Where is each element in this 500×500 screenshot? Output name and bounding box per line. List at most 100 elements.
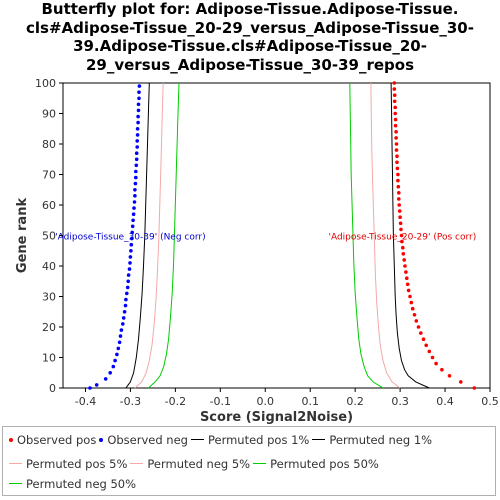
- series-line-perm_pos_1: [390, 82, 430, 389]
- data-point-obs_pos: [396, 172, 400, 177]
- legend-label: Permuted neg 5%: [147, 457, 251, 471]
- data-point-obs_pos: [398, 215, 402, 219]
- data-point-obs_pos: [393, 123, 398, 128]
- legend-symbol: [130, 463, 144, 464]
- series-line-perm_neg_1: [125, 82, 150, 389]
- data-point-obs_pos: [394, 148, 399, 152]
- legend-item-obs_neg: Observed neg: [99, 433, 188, 447]
- x-tick-label: 0.4: [436, 395, 454, 408]
- series-line-perm_pos_5: [370, 82, 401, 389]
- series-line-perm_pos_50: [349, 82, 384, 389]
- data-point-obs_neg: [126, 273, 131, 277]
- legend-label: Observed neg: [107, 433, 188, 447]
- legend-symbol: [253, 463, 267, 464]
- legend-row: Observed pos Observed neg Permuted pos 1% P…: [9, 433, 435, 447]
- data-point-obs_neg: [115, 352, 119, 357]
- legend: Observed pos Observed neg Permuted pos 1% P…: [2, 426, 496, 496]
- y-tick-label: 80: [42, 138, 56, 151]
- data-point-obs_neg: [121, 316, 126, 320]
- x-tick-label: 0.0: [257, 395, 275, 408]
- data-point-obs_pos: [416, 325, 421, 329]
- data-point-obs_neg: [116, 346, 121, 351]
- data-point-obs_pos: [424, 343, 429, 348]
- legend-item-perm_pos_50: Permuted pos 50%: [253, 457, 379, 471]
- data-point-obs_neg: [133, 194, 137, 198]
- data-point-obs_neg: [135, 127, 140, 131]
- data-point-obs_pos: [401, 245, 405, 250]
- data-point-obs_pos: [393, 105, 398, 110]
- data-point-obs_neg: [135, 133, 140, 137]
- legend-item-perm_neg_1: Permuted neg 1%: [312, 433, 432, 447]
- legend-symbol: [9, 437, 13, 442]
- x-tick-label: -0.3: [120, 395, 141, 408]
- y-tick-label: 40: [42, 260, 56, 273]
- data-point-obs_pos: [397, 197, 401, 201]
- legend-symbol: [9, 483, 22, 484]
- legend-item-perm_pos_5: Permuted pos 5%: [9, 457, 127, 471]
- y-tick-label: 100: [35, 77, 56, 90]
- legend-label: Observed pos: [17, 433, 97, 447]
- legend-row: Permuted neg 50%: [9, 477, 139, 491]
- legend-item-obs_pos: Observed pos: [9, 433, 96, 447]
- x-tick-label: -0.2: [165, 395, 186, 408]
- data-point-obs_neg: [136, 120, 140, 125]
- x-axis-label: Score (Signal2Noise): [200, 410, 353, 425]
- data-point-obs_pos: [398, 221, 403, 226]
- x-tick-label: 0.2: [346, 395, 364, 408]
- data-point-obs_pos: [459, 380, 463, 384]
- title-line: 29_versus_Adipose-Tissue_30-39_repos: [85, 55, 414, 74]
- data-point-obs_neg: [136, 102, 141, 107]
- data-point-obs_neg: [94, 383, 99, 387]
- data-point-obs_pos: [392, 81, 397, 85]
- data-point-obs_pos: [406, 288, 411, 293]
- data-point-obs_neg: [137, 84, 142, 88]
- legend-label: Permuted neg 50%: [26, 477, 137, 491]
- data-point-obs_neg: [135, 139, 139, 143]
- data-point-obs_neg: [108, 371, 112, 375]
- data-point-obs_neg: [136, 114, 140, 119]
- data-point-obs_neg: [129, 249, 133, 253]
- data-point-obs_neg: [137, 90, 141, 94]
- data-point-obs_pos: [408, 294, 412, 299]
- data-point-obs_pos: [447, 374, 452, 378]
- title-line: 39.Adipose-Tissue.cls#Adipose-Tissue_20-: [73, 37, 427, 55]
- data-point-obs_pos: [394, 142, 399, 146]
- data-point-obs_pos: [399, 233, 404, 238]
- data-point-obs_neg: [118, 334, 123, 338]
- y-tick-label: 70: [42, 169, 56, 182]
- data-point-obs_neg: [125, 291, 129, 296]
- data-point-obs_neg: [135, 145, 139, 149]
- data-point-obs_pos: [440, 367, 444, 372]
- legend-item-perm_neg_5: Permuted neg 5%: [130, 457, 250, 471]
- data-point-obs_pos: [397, 209, 402, 213]
- data-point-obs_pos: [412, 313, 417, 317]
- data-point-obs_neg: [88, 386, 92, 390]
- y-tick-label: 60: [42, 199, 56, 212]
- data-point-obs_pos: [472, 386, 477, 390]
- data-point-obs_neg: [137, 96, 141, 101]
- data-point-obs_neg: [117, 340, 122, 345]
- data-point-obs_pos: [396, 184, 401, 189]
- y-tick-label: 50: [42, 230, 56, 243]
- data-point-obs_pos: [395, 154, 399, 158]
- data-point-obs_pos: [392, 93, 397, 97]
- data-point-obs_neg: [132, 200, 137, 204]
- data-point-obs_neg: [133, 188, 137, 192]
- data-point-obs_neg: [131, 212, 136, 216]
- data-point-obs_neg: [125, 285, 130, 290]
- x-tick-label: -0.1: [210, 395, 231, 408]
- data-point-obs_pos: [410, 306, 415, 311]
- data-point-obs_pos: [399, 227, 403, 232]
- data-point-obs_neg: [127, 267, 132, 271]
- data-point-obs_pos: [392, 87, 397, 91]
- y-tick-label: 30: [42, 291, 56, 304]
- data-point-obs_pos: [419, 331, 423, 335]
- title-line: Butterfly plot for: Adipose-Tissue.Adipo…: [41, 0, 459, 18]
- data-point-obs_neg: [103, 377, 108, 381]
- data-point-obs_neg: [130, 236, 134, 241]
- data-point-obs_pos: [404, 270, 408, 274]
- legend-label: Permuted neg 1%: [329, 433, 433, 447]
- legend-symbol: [312, 439, 326, 440]
- data-point-obs_pos: [402, 258, 407, 262]
